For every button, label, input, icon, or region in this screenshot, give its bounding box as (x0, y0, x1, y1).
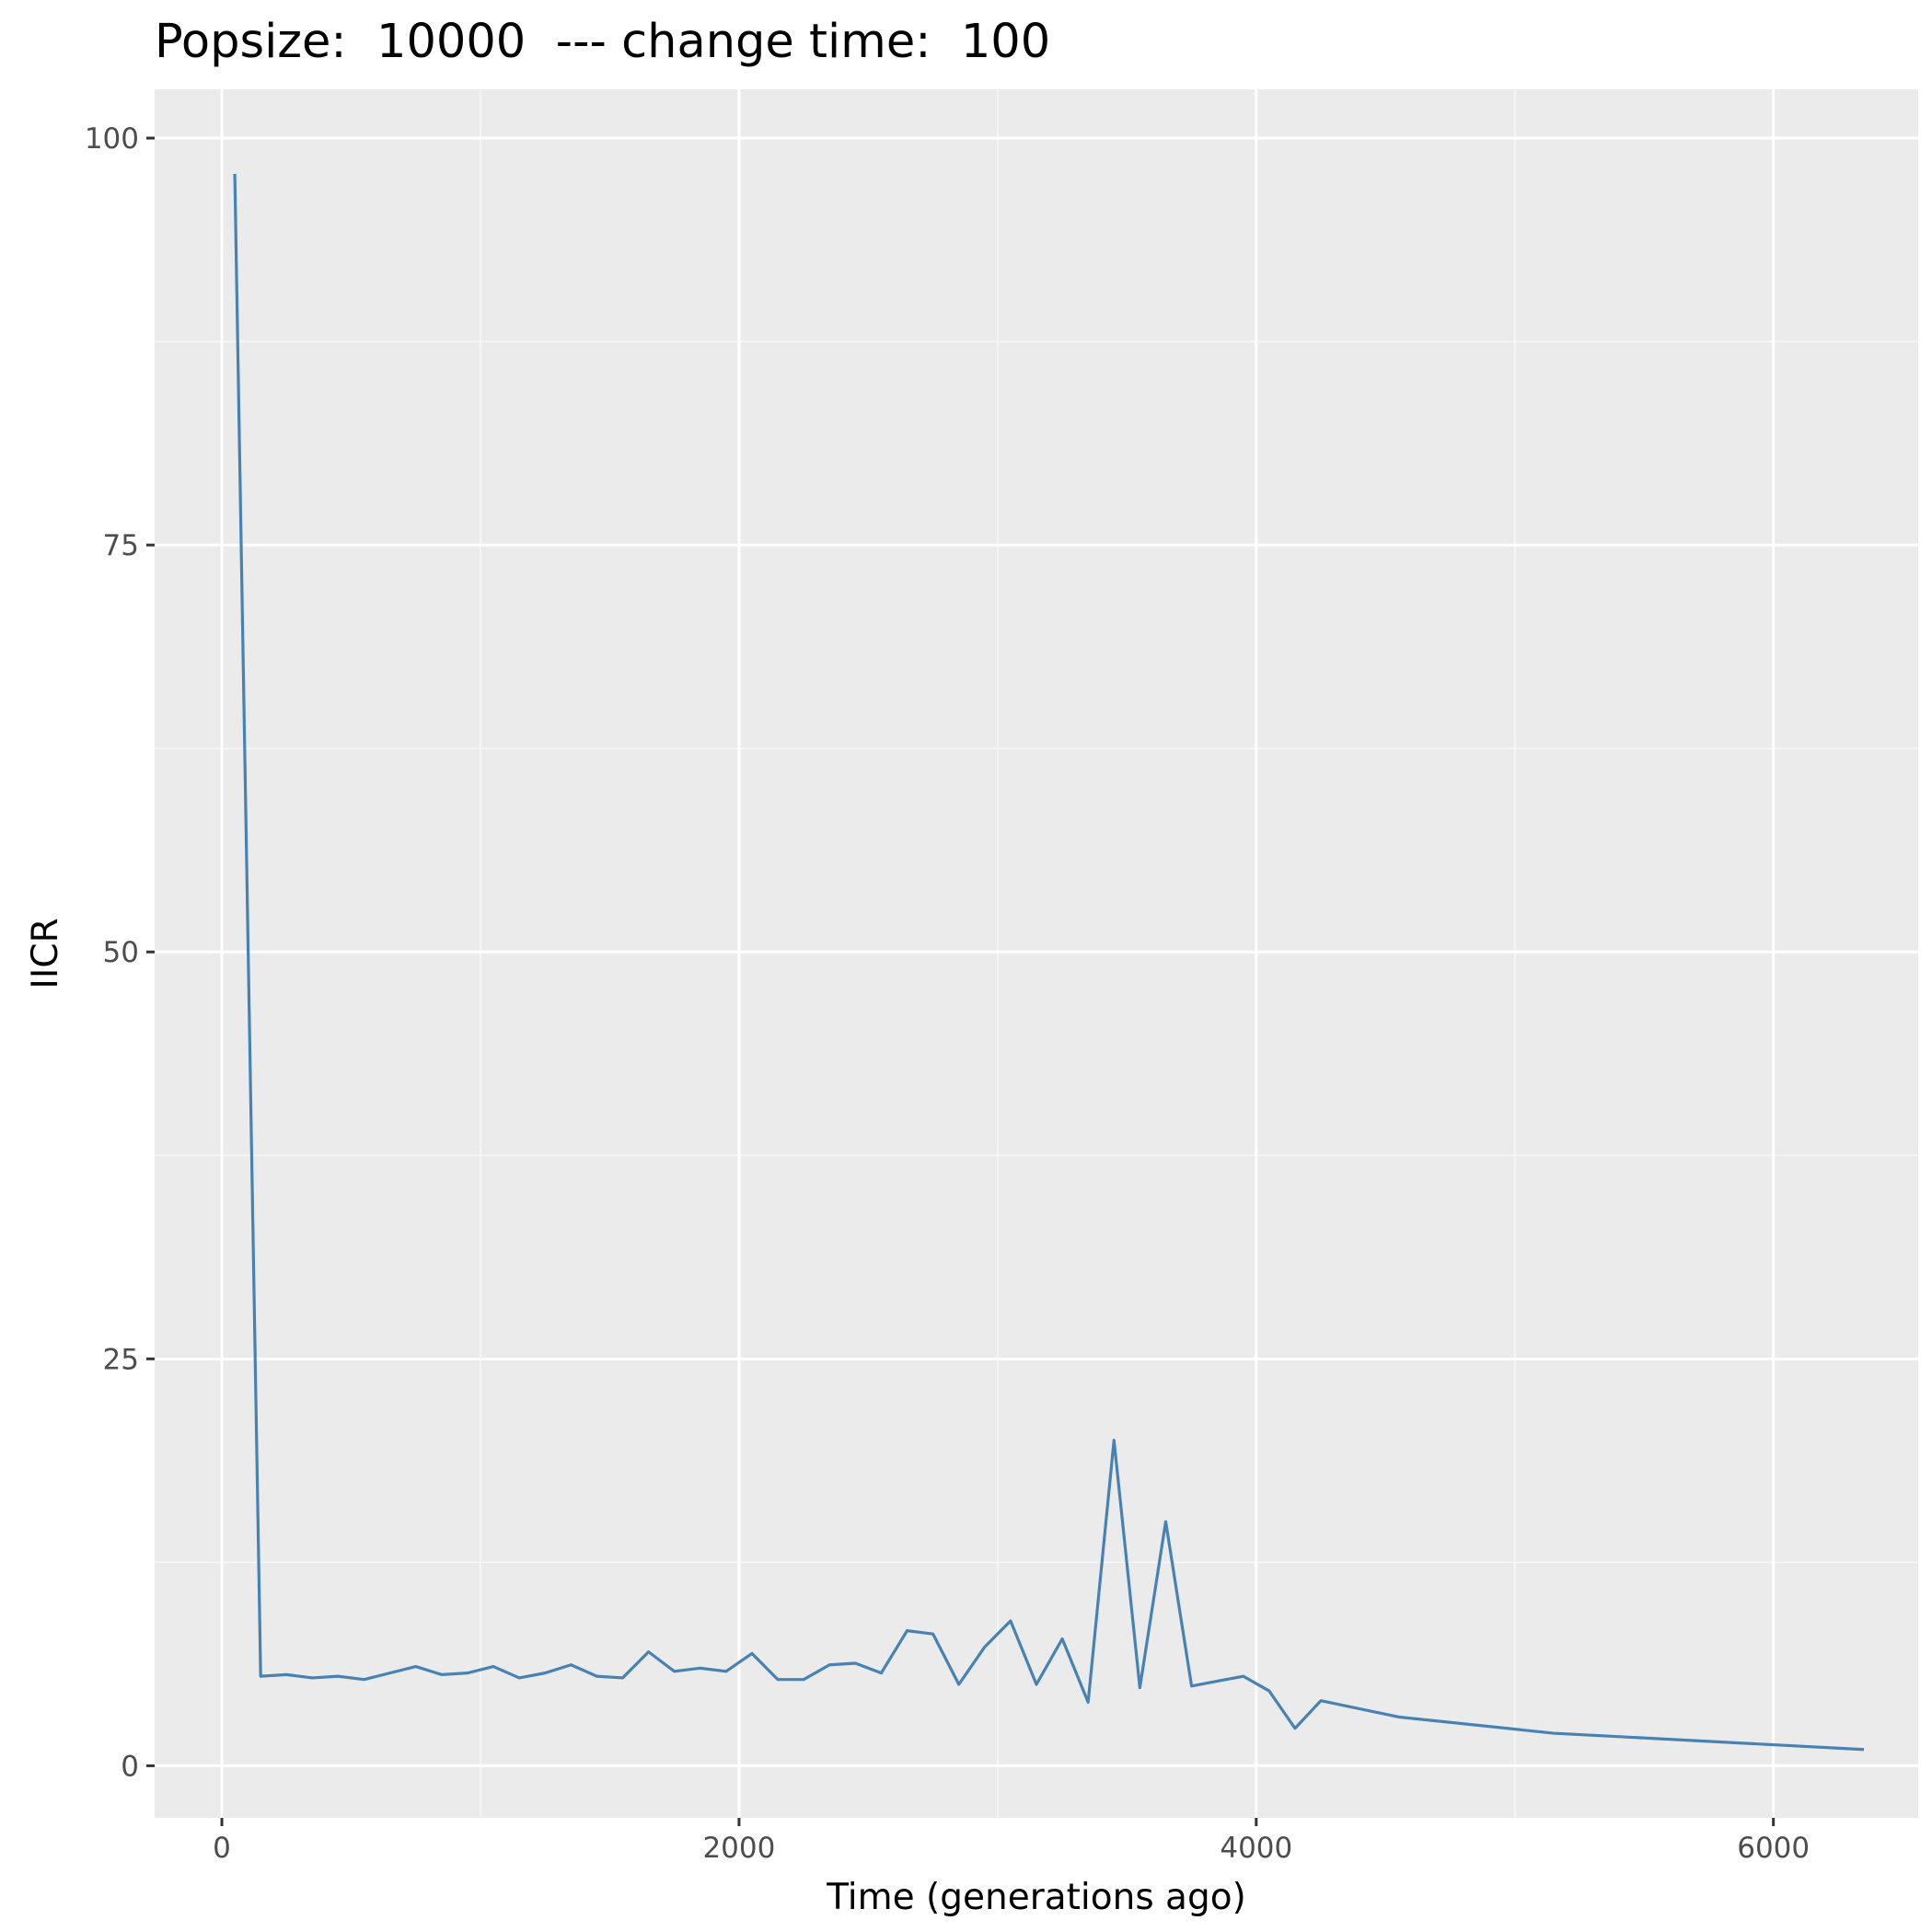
x-axis-ticks (220, 1818, 1776, 1826)
y-axis-ticks (146, 136, 155, 1767)
y-tick-label: 100 (85, 122, 139, 156)
plot-panel (155, 89, 1918, 1818)
grid-minor-lines (155, 89, 1918, 1818)
x-axis-title: Time (generations ago) (826, 1877, 1246, 1918)
y-axis-title: IICR (25, 918, 66, 989)
x-axis-tick-labels: 0 2000 4000 6000 (213, 1832, 1810, 1865)
y-tick-label: 25 (103, 1343, 139, 1376)
x-tick-label: 6000 (1737, 1832, 1810, 1865)
y-tick-label: 0 (121, 1750, 139, 1783)
y-tick-label: 75 (103, 529, 139, 562)
y-axis-tick-labels: 0 25 50 75 100 (85, 122, 139, 1783)
y-tick-label: 50 (103, 936, 139, 969)
chart-title: Popsize: 10000 --- change time: 100 (155, 15, 1050, 69)
grid-major-lines (155, 89, 1918, 1818)
x-tick-label: 0 (213, 1832, 231, 1865)
x-tick-label: 4000 (1220, 1832, 1292, 1865)
x-tick-label: 2000 (702, 1832, 775, 1865)
iicr-series-line (233, 173, 1865, 1752)
